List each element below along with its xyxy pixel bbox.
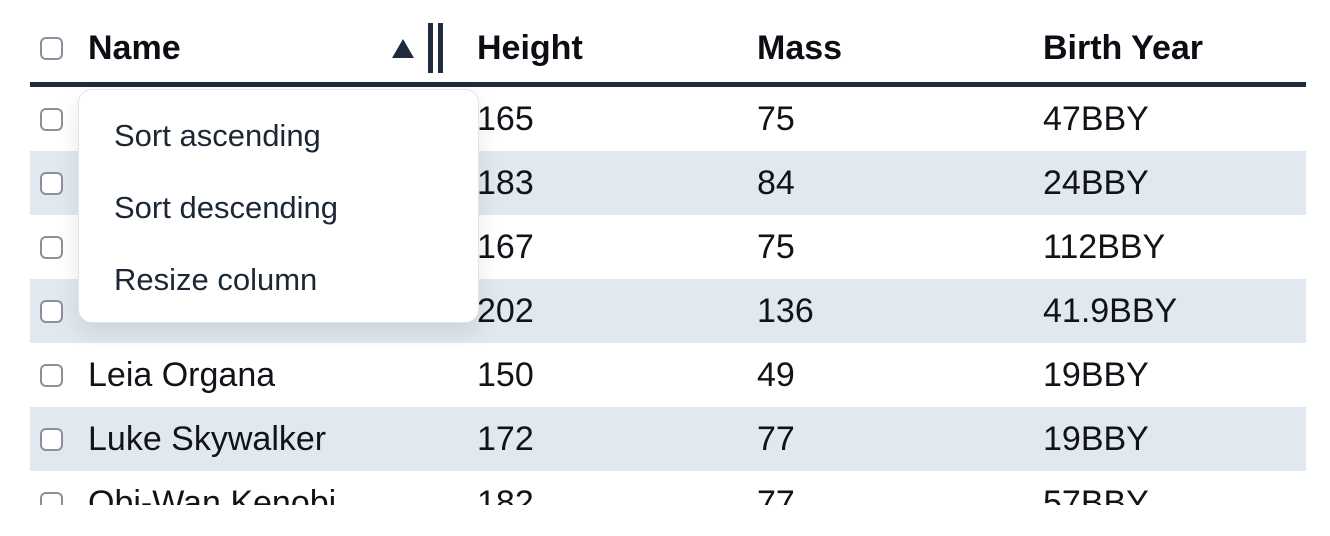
row-checkbox[interactable] [40,235,63,259]
cell-height: 167 [461,228,745,267]
cell-height-text: 182 [477,483,534,506]
menu-item-sort-ascending[interactable]: Sort ascending [114,118,321,153]
sort-ascending-icon [392,38,414,58]
row-select-cell [30,299,78,323]
cell-mass-text: 77 [757,419,795,458]
header-select-cell [30,36,78,60]
cell-height: 182 [461,484,745,506]
cell-mass: 75 [745,100,1030,139]
cell-birth-year: 19BBY [1030,356,1306,395]
menu-item-resize-column[interactable]: Resize column [114,262,318,297]
row-select-cell [30,171,78,195]
cell-mass: 136 [745,292,1030,331]
cell-birth-year: 57BBY [1030,484,1306,506]
cell-birth-year: 24BBY [1030,164,1306,203]
cell-birth-year: 47BBY [1030,100,1306,139]
row-checkbox[interactable] [40,107,63,131]
data-table: Name Height Mass Birth Year 165 75 47BBY 18… [30,0,1306,505]
cell-birth-year-text: 112BBY [1043,227,1166,266]
cell-birth-year-text: 19BBY [1043,355,1149,394]
column-resize-handle[interactable] [428,23,443,73]
table-row[interactable]: Luke Skywalker 172 77 19BBY [30,407,1306,471]
row-checkbox[interactable] [40,171,63,195]
cell-name: Leia Organa [78,356,461,395]
cell-mass-text: 49 [757,355,795,394]
row-select-cell [30,363,78,387]
column-context-menu: Sort ascending Sort descending Resize colu… [78,89,479,323]
column-header-name[interactable]: Name [78,23,461,73]
cell-height: 150 [461,356,745,395]
table-row[interactable]: Leia Organa 150 49 19BBY [30,343,1306,407]
cell-birth-year-text: 47BBY [1043,99,1149,138]
row-select-cell [30,107,78,131]
cell-mass: 77 [745,420,1030,459]
column-header-birth-year[interactable]: Birth Year [1043,28,1204,67]
menu-item-sort-descending[interactable]: Sort descending [114,190,339,225]
table-row[interactable]: Obi-Wan Kenobi 182 77 57BBY [30,471,1306,505]
cell-birth-year: 112BBY [1030,228,1306,267]
column-header-height[interactable]: Height [477,28,583,67]
cell-height-text: 172 [477,419,534,458]
cell-mass: 77 [745,484,1030,506]
cell-birth-year: 19BBY [1030,420,1306,459]
cell-mass-text: 84 [757,163,795,202]
row-select-cell [30,427,78,451]
cell-mass-text: 77 [757,483,795,506]
column-header-mass[interactable]: Mass [757,28,843,67]
cell-height-text: 183 [477,163,534,202]
cell-birth-year-text: 24BBY [1043,163,1149,202]
cell-name-text: Luke Skywalker [88,419,327,458]
row-checkbox[interactable] [40,427,63,451]
cell-mass: 84 [745,164,1030,203]
column-header-name-label: Name [88,28,181,67]
cell-mass-text: 75 [757,99,795,138]
row-checkbox[interactable] [40,299,63,323]
cell-height-text: 202 [477,291,534,330]
cell-mass: 75 [745,228,1030,267]
cell-height: 172 [461,420,745,459]
table-header-row: Name Height Mass Birth Year [30,0,1306,87]
row-select-cell [30,491,78,505]
cell-mass-text: 75 [757,227,795,266]
cell-height: 165 [461,100,745,139]
cell-height: 183 [461,164,745,203]
cell-height-text: 167 [477,227,534,266]
cell-height: 202 [461,292,745,331]
row-checkbox[interactable] [40,491,63,505]
cell-mass-text: 136 [757,291,814,330]
cell-name-text: Obi-Wan Kenobi [88,483,337,506]
table-body: 165 75 47BBY 183 84 24BBY 167 75 112BBY 202 136 41.… [30,87,1306,505]
cell-height-text: 165 [477,99,534,138]
cell-birth-year-text: 41.9BBY [1043,291,1178,330]
cell-birth-year-text: 57BBY [1043,483,1149,506]
cell-name: Luke Skywalker [78,420,461,459]
row-select-cell [30,235,78,259]
cell-birth-year-text: 19BBY [1043,419,1149,458]
cell-name: Obi-Wan Kenobi [78,484,461,506]
cell-birth-year: 41.9BBY [1030,292,1306,331]
cell-height-text: 150 [477,355,534,394]
select-all-checkbox[interactable] [40,36,63,60]
cell-mass: 49 [745,356,1030,395]
cell-name-text: Leia Organa [88,355,276,394]
row-checkbox[interactable] [40,363,63,387]
